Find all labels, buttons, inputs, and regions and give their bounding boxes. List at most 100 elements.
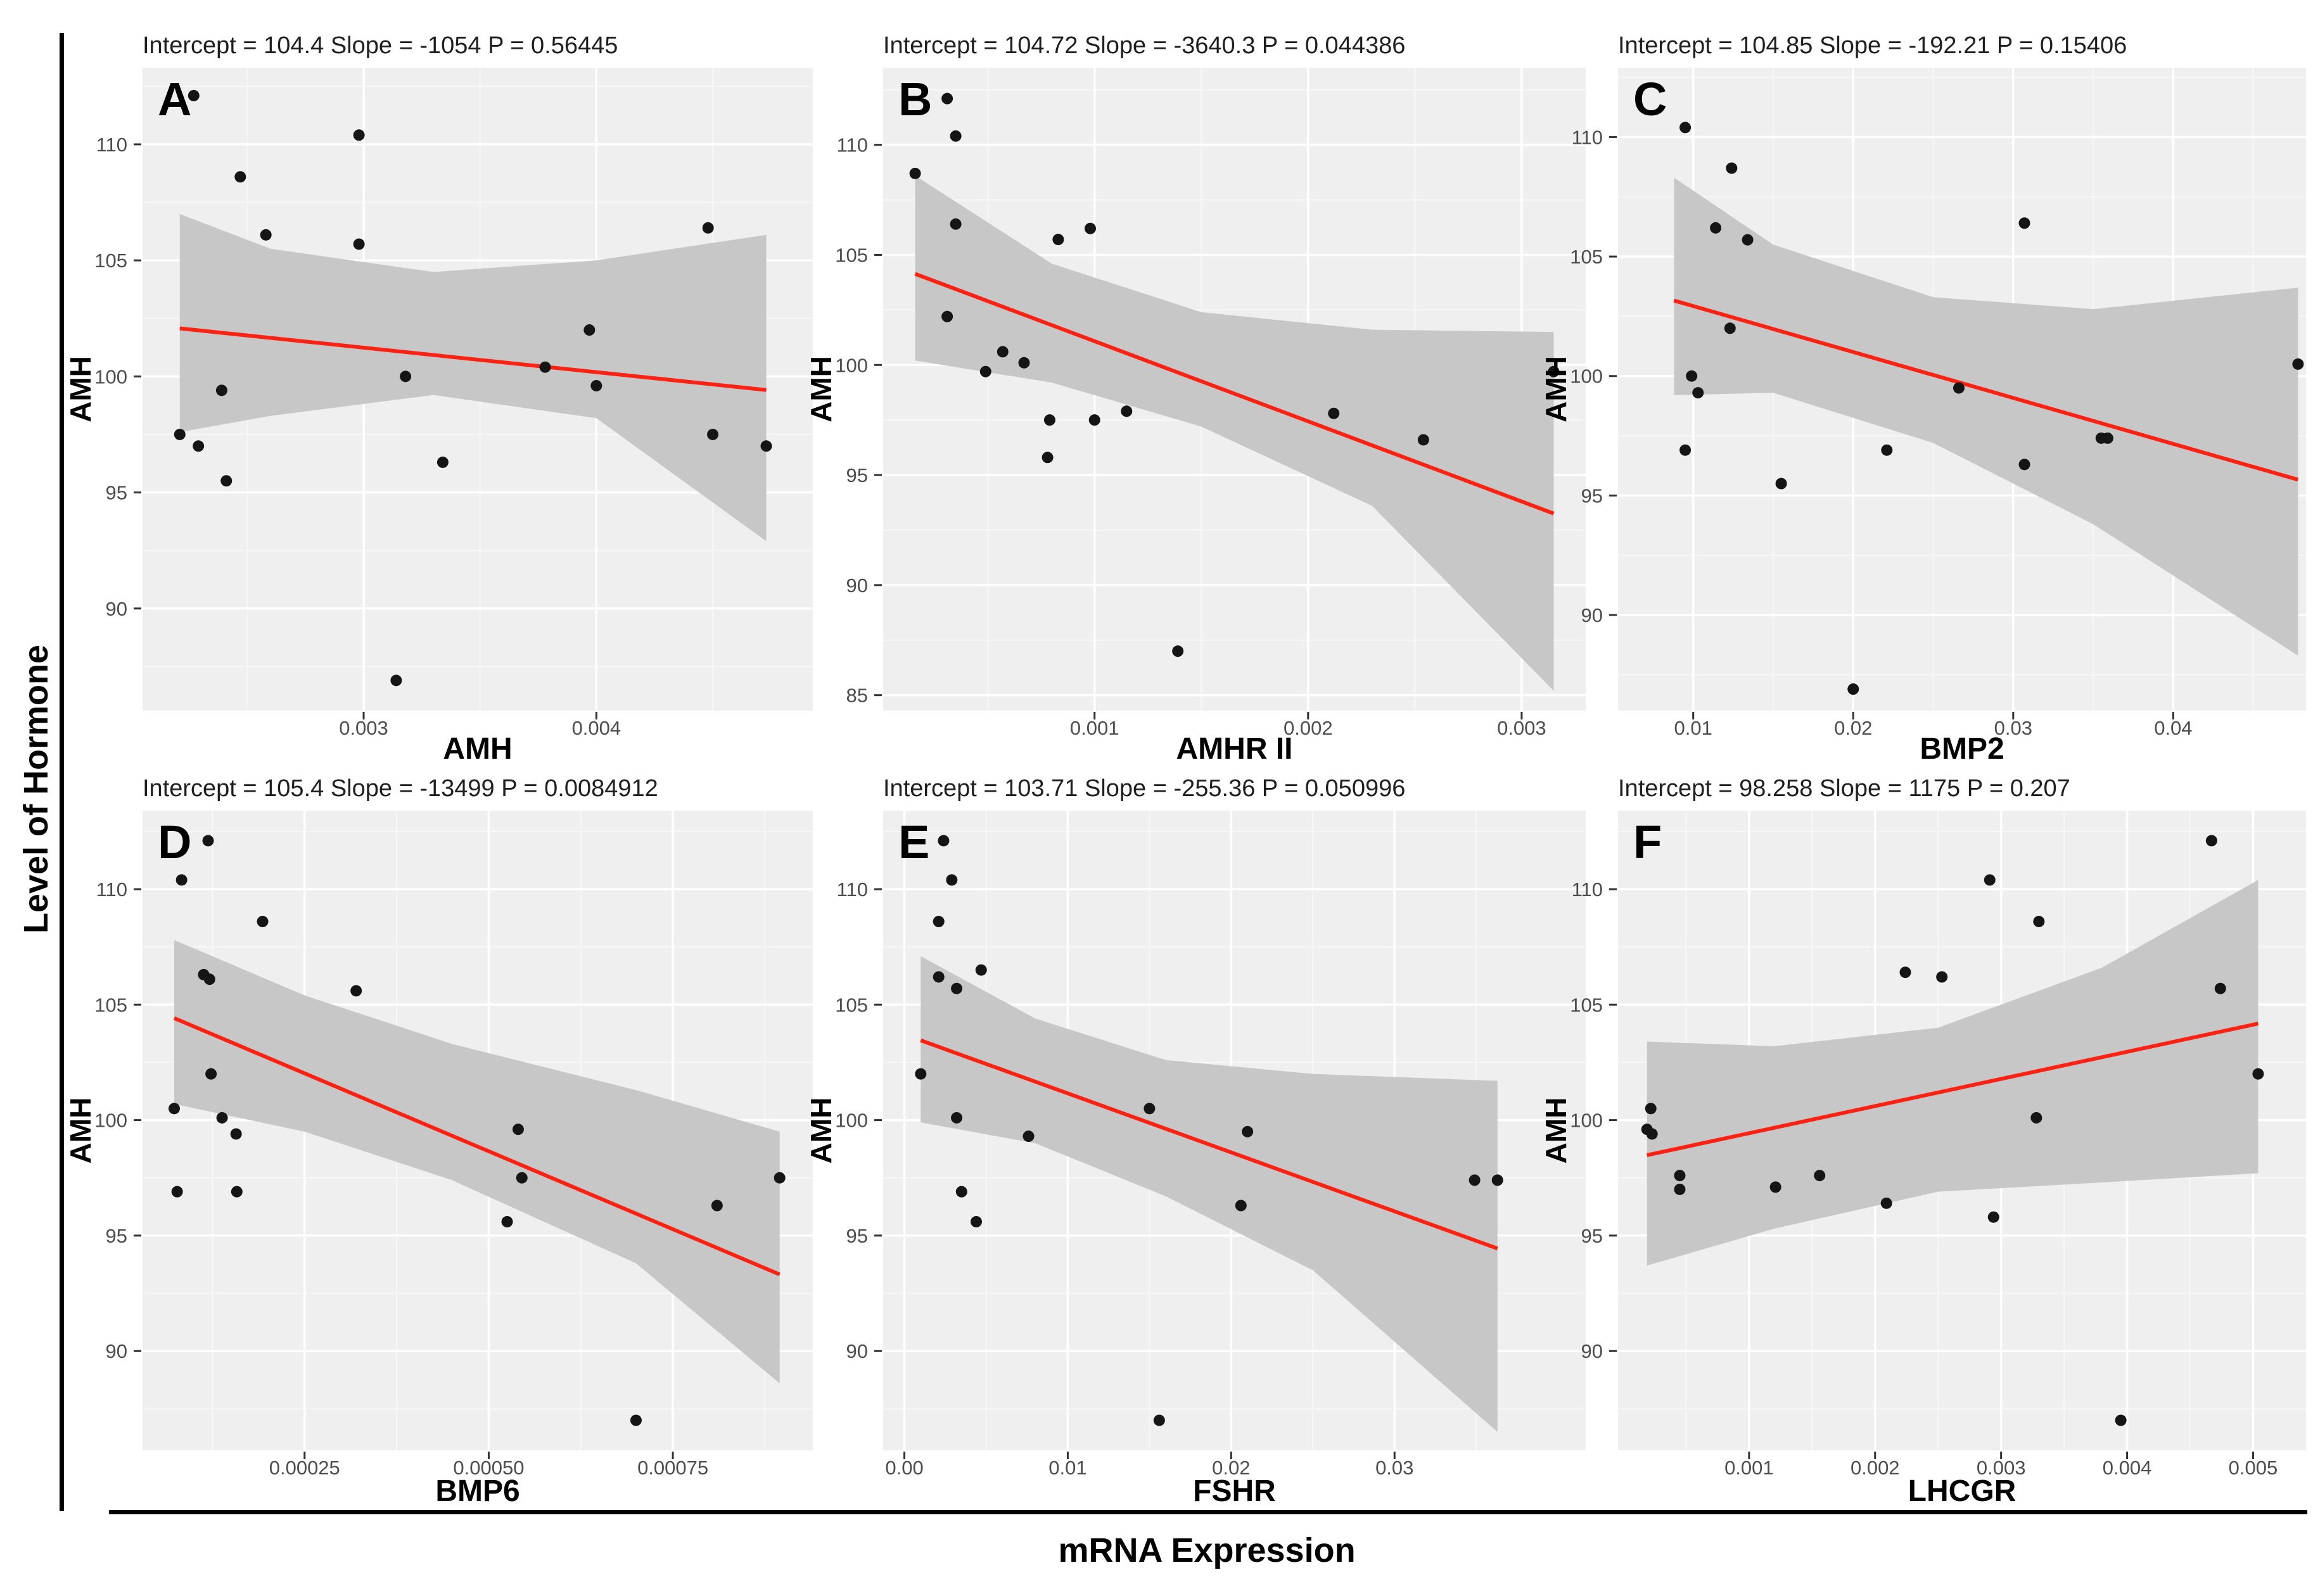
y-axis-title: AMH — [64, 356, 97, 422]
data-point — [234, 171, 246, 183]
data-point — [260, 229, 272, 241]
y-tick-label: 110 — [96, 878, 127, 901]
data-point — [175, 874, 188, 886]
x-axis-title: AMH — [443, 732, 512, 766]
data-point — [2018, 459, 2030, 471]
y-tick-label: 100 — [1570, 365, 1603, 388]
data-point — [707, 428, 719, 440]
data-point — [951, 982, 963, 994]
data-point — [938, 835, 950, 847]
data-point — [1769, 1181, 1781, 1193]
data-point — [955, 1186, 967, 1198]
x-tick-label: 0.03 — [1994, 717, 2032, 739]
x-tick-label: 0.00075 — [637, 1457, 708, 1479]
y-axis-title: AMH — [1539, 356, 1572, 422]
regression-line — [173, 1016, 781, 1276]
y-tick-label: 95 — [846, 464, 868, 486]
data-point — [2214, 982, 2226, 994]
data-point — [539, 361, 551, 373]
data-point — [215, 384, 227, 396]
data-point — [353, 129, 365, 141]
y-axis-line — [60, 33, 64, 1511]
y-tick-label: 110 — [96, 134, 127, 156]
x-axis-title: BMP2 — [1920, 732, 2004, 766]
y-axis-title: AMH — [1539, 1098, 1572, 1164]
data-point — [946, 874, 958, 886]
regression-line — [920, 1038, 1498, 1251]
panel-title: Intercept = 105.4 Slope = -13499 P = 0.0… — [143, 775, 658, 802]
shared-x-axis-label: mRNA Expression — [1058, 1531, 1356, 1569]
x-tick-label: 0.002 — [1284, 717, 1333, 739]
y-tick-label: 110 — [1572, 126, 1603, 148]
data-point — [1023, 1130, 1035, 1143]
x-axis-line — [109, 1510, 2307, 1514]
data-point — [1674, 1170, 1686, 1182]
x-tick-label: 0.02 — [1212, 1457, 1250, 1479]
panel-E: Intercept = 103.71 Slope = -255.36 P = 0… — [805, 775, 1586, 1508]
panel-letter: E — [898, 816, 929, 868]
data-point — [1724, 322, 1736, 334]
data-point — [501, 1216, 513, 1228]
data-point — [188, 89, 200, 101]
data-point — [711, 1200, 723, 1212]
data-point — [702, 222, 714, 234]
y-tick-label: 110 — [837, 134, 868, 156]
y-tick-label: 105 — [835, 994, 868, 1016]
data-point — [951, 1112, 963, 1124]
confidence-band — [179, 213, 767, 542]
y-tick-label: 105 — [94, 994, 127, 1016]
y-tick-label: 95 — [1581, 484, 1603, 507]
data-point — [760, 440, 772, 452]
data-point — [1052, 234, 1064, 246]
y-tick-label: 110 — [1572, 878, 1603, 901]
y-tick-label: 90 — [1581, 1340, 1603, 1362]
y-tick-label: 90 — [106, 598, 127, 620]
panel-letter: D — [158, 816, 191, 868]
x-tick-label: 0.001 — [1724, 1457, 1774, 1479]
y-tick-label: 105 — [1570, 246, 1603, 268]
data-point — [205, 1068, 217, 1080]
data-point — [193, 440, 205, 452]
panel-C: Intercept = 104.85 Slope = -192.21 P = 0… — [1539, 32, 2306, 766]
data-point — [1328, 407, 1340, 419]
data-point — [1144, 1103, 1156, 1115]
confidence-band — [1647, 880, 2259, 1266]
data-point — [1235, 1200, 1247, 1212]
data-point — [1469, 1174, 1481, 1186]
data-point — [1936, 971, 1948, 983]
data-point — [971, 1216, 983, 1228]
data-point — [1679, 444, 1692, 456]
data-point — [2292, 358, 2304, 370]
data-point — [1088, 414, 1100, 426]
data-point — [1042, 452, 1054, 464]
data-point — [171, 1186, 183, 1198]
data-point — [1646, 1128, 1658, 1140]
panel-title: Intercept = 104.85 Slope = -192.21 P = 0… — [1618, 32, 2127, 59]
y-axis-title: AMH — [805, 1098, 838, 1164]
y-tick-label: 100 — [1570, 1110, 1603, 1132]
data-point — [168, 1103, 180, 1115]
data-point — [950, 130, 962, 142]
panel-title: Intercept = 98.258 Slope = 1175 P = 0.20… — [1618, 775, 2070, 802]
data-point — [1881, 444, 1893, 456]
data-point — [220, 475, 233, 487]
data-point — [1172, 645, 1184, 657]
y-tick-label: 90 — [846, 1340, 868, 1362]
x-tick-label: 0.00 — [885, 1457, 923, 1479]
confidence-band — [174, 940, 780, 1384]
data-point — [2030, 1112, 2042, 1124]
panel-letter: F — [1633, 816, 1662, 868]
panel-letter: C — [1633, 73, 1667, 125]
data-point — [941, 310, 953, 322]
y-tick-label: 105 — [94, 250, 127, 272]
data-point — [1814, 1170, 1826, 1182]
data-point — [174, 428, 186, 440]
data-point — [257, 916, 269, 928]
panel-title: Intercept = 104.72 Slope = -3640.3 P = 0… — [883, 32, 1405, 59]
data-point — [1692, 387, 1704, 399]
x-axis-title: AMHR II — [1176, 732, 1293, 766]
data-point — [774, 1172, 786, 1184]
y-tick-label: 105 — [1570, 994, 1603, 1016]
data-point — [1710, 222, 1722, 234]
